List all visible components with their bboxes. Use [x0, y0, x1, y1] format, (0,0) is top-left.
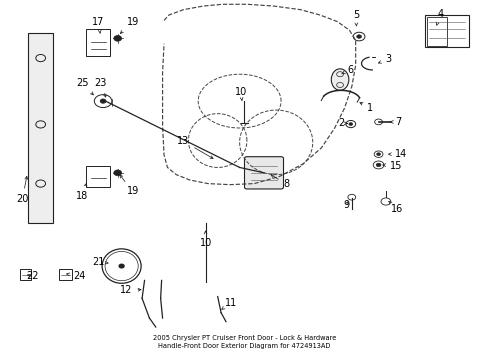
Text: 15: 15: [382, 161, 401, 171]
Text: 12: 12: [120, 285, 141, 296]
Text: 20: 20: [16, 176, 29, 204]
Text: 25: 25: [76, 78, 93, 95]
Text: 5: 5: [352, 10, 358, 26]
Text: 24: 24: [66, 271, 85, 281]
Text: 2: 2: [337, 118, 346, 128]
Text: 23: 23: [94, 78, 106, 97]
Text: 8: 8: [270, 175, 289, 189]
Text: 19: 19: [120, 175, 139, 197]
Circle shape: [114, 170, 122, 176]
Text: 16: 16: [388, 201, 402, 215]
Text: 4: 4: [435, 9, 442, 25]
Text: 1: 1: [359, 103, 373, 113]
Text: 2005 Chrysler PT Cruiser Front Door - Lock & Hardware
Handle-Front Door Exterior: 2005 Chrysler PT Cruiser Front Door - Lo…: [152, 334, 336, 348]
Text: 6: 6: [341, 64, 352, 75]
Text: 11: 11: [222, 298, 237, 309]
Text: 21: 21: [92, 257, 108, 267]
Circle shape: [119, 264, 124, 268]
Bar: [424, 15, 468, 47]
Text: 18: 18: [76, 184, 88, 201]
Ellipse shape: [330, 69, 348, 90]
Text: 3: 3: [378, 54, 390, 64]
Circle shape: [348, 123, 352, 126]
Circle shape: [376, 153, 380, 156]
Circle shape: [100, 99, 106, 103]
Text: 19: 19: [120, 17, 139, 33]
Bar: [427, 17, 446, 45]
Text: 13: 13: [177, 136, 213, 158]
Text: 9: 9: [342, 200, 348, 210]
Bar: [20, 269, 31, 280]
Circle shape: [356, 35, 361, 39]
Text: 7: 7: [389, 117, 401, 127]
Text: 17: 17: [92, 17, 104, 33]
Text: 22: 22: [26, 271, 39, 281]
Circle shape: [375, 163, 380, 167]
Bar: [86, 30, 110, 56]
Bar: [59, 269, 72, 280]
Text: 10: 10: [234, 87, 246, 100]
Bar: [27, 33, 53, 223]
FancyBboxPatch shape: [244, 157, 283, 189]
Text: 14: 14: [388, 149, 406, 159]
Bar: [86, 166, 110, 187]
Text: 10: 10: [199, 231, 211, 248]
Circle shape: [114, 36, 122, 41]
